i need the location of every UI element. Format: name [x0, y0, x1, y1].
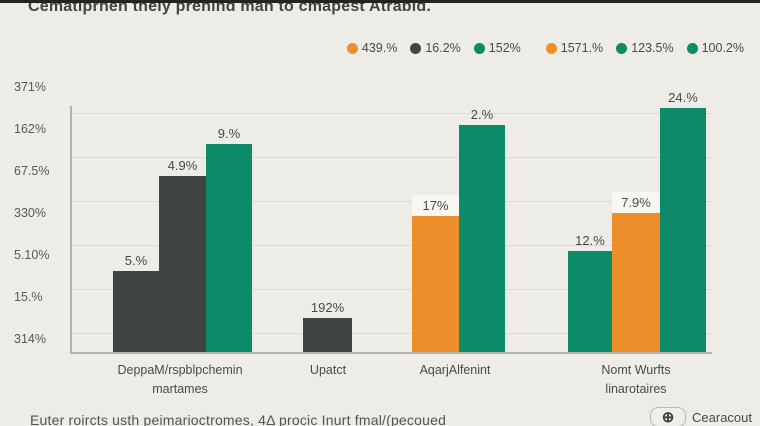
x-axis-label: Upatct — [309, 363, 347, 377]
gridline — [72, 333, 712, 334]
legend-swatch-icon — [346, 42, 358, 54]
y-axis-tick: 371% — [14, 80, 46, 94]
gridline — [72, 201, 712, 202]
y-axis-tick: 67.5% — [14, 164, 50, 178]
bar — [459, 125, 505, 352]
globe-icon: ⊕ — [661, 408, 675, 426]
bar — [660, 108, 706, 352]
legend-item: 100.2% — [686, 41, 744, 55]
legend-label: 152% — [488, 41, 521, 55]
y-axis-tick: 5.10% — [14, 248, 50, 262]
bar — [206, 144, 252, 352]
bar — [568, 251, 612, 352]
bar-value-label: 4.9% — [167, 158, 198, 173]
legend-swatch-icon — [473, 42, 485, 54]
bar-value-label: 192% — [310, 300, 345, 315]
bar-value-label: 17% — [412, 195, 459, 216]
y-axis-tick: 162% — [14, 122, 46, 136]
x-axis-label: AqarjAlfenint — [419, 363, 491, 377]
legend-item: 1571.% — [545, 41, 604, 55]
gridline — [72, 157, 712, 158]
legend-label: 123.5% — [631, 41, 674, 55]
x-axis-label: DeppaM/rspblpchemin martames — [117, 363, 243, 396]
plot-area: 5.% 4.9% 9.% 192% 17% 2.% 12.% 7.9% 24.% — [70, 90, 712, 354]
legend-swatch-icon — [616, 42, 628, 54]
bar-value-label: 5.% — [124, 253, 148, 268]
y-axis-tick: 314% — [14, 332, 46, 346]
bar — [412, 216, 459, 352]
gridline — [72, 245, 712, 246]
bar-value-label: 24.% — [668, 90, 698, 105]
bar-value-label: 2.% — [470, 107, 494, 122]
bar — [612, 213, 660, 352]
footer-note: Euter roircts usth peimarioctromes, 4Δ p… — [30, 412, 447, 426]
chart-title: Cematiprhen thely prehind man to cmapest… — [28, 0, 432, 15]
bar — [303, 318, 352, 352]
legend-label: 100.2% — [701, 41, 744, 55]
account-button-label: Cearacout — [692, 409, 752, 425]
bar — [113, 271, 159, 352]
x-axis-label: Nomt Wurfts linarotaires — [601, 363, 671, 396]
bar-value-label: 12.% — [575, 233, 605, 248]
bar-value-label: 7.9% — [612, 192, 660, 213]
gridline — [72, 113, 712, 114]
legend-label: 16.2% — [425, 41, 461, 55]
legend-item: 16.2% — [410, 41, 461, 55]
y-axis-tick: 330% — [14, 206, 46, 220]
legend-label: 439.% — [361, 41, 398, 55]
bar — [159, 176, 206, 352]
legend-item: 439.% — [346, 41, 398, 55]
account-button[interactable]: ⊕ Cearacout — [650, 407, 752, 426]
gridline — [72, 289, 712, 290]
legend: 439.% 16.2% 152% 1571.% 123.5% 100.2% — [346, 41, 744, 55]
y-axis-tick: 15.% — [14, 290, 43, 304]
legend-swatch-icon — [410, 42, 422, 54]
legend-item: 123.5% — [616, 41, 674, 55]
legend-label: 1571.% — [560, 41, 604, 55]
legend-swatch-icon — [545, 42, 557, 54]
legend-item: 152% — [473, 41, 521, 55]
icon-pill: ⊕ — [650, 407, 687, 426]
bar-value-label: 9.% — [217, 126, 241, 141]
legend-swatch-icon — [686, 42, 698, 54]
